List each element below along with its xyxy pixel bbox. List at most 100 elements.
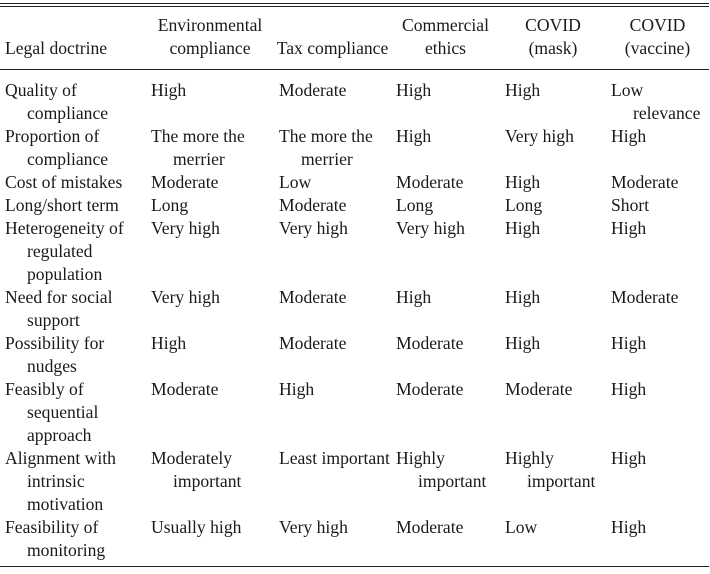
table-cell: High	[500, 286, 606, 332]
row-label: Need for social support	[5, 287, 113, 330]
row-label: Quality of compliance	[5, 80, 109, 123]
table-cell: Very high	[274, 217, 391, 286]
table-cell: High	[391, 286, 500, 332]
table-cell: High	[391, 69, 500, 125]
bottom-rule	[0, 566, 709, 567]
cell-value: High	[505, 172, 541, 192]
row-label: Long/short term	[5, 195, 119, 215]
table-cell: Very high	[146, 217, 274, 286]
table-cell: Moderate	[274, 286, 391, 332]
row-label-cell: Cost of mistakes	[0, 171, 146, 194]
cell-value: Very high	[151, 218, 220, 238]
cell-value: Moderate	[279, 333, 347, 353]
cell-value: The more the merrier	[279, 126, 373, 169]
cell-value: Moderate	[396, 172, 464, 192]
cell-value: Low	[279, 172, 312, 192]
table-cell: Moderate	[391, 171, 500, 194]
header-rule	[0, 69, 709, 70]
table-cell: Long	[146, 194, 274, 217]
table-cell: Moderately important	[146, 447, 274, 516]
column-header: Tax compliance	[276, 38, 389, 58]
cell-value: High	[505, 287, 541, 307]
table-cell: Moderate	[274, 194, 391, 217]
top-rule	[0, 3, 709, 4]
cell-value: Moderate	[396, 517, 464, 537]
doctrine-comparison-table: Legal doctrine Environmental compliance …	[0, 14, 709, 562]
row-label-cell: Long/short term	[0, 194, 146, 217]
cell-value: High	[611, 333, 647, 353]
cell-value: Moderate	[611, 172, 679, 192]
table-cell: Very high	[146, 286, 274, 332]
table-cell: Moderate	[146, 378, 274, 447]
table-cell: Moderate	[146, 171, 274, 194]
cell-value: Least important	[279, 448, 390, 468]
cell-value: Usually high	[151, 517, 242, 537]
cell-value: Moderate	[611, 287, 679, 307]
cell-value: High	[396, 80, 432, 100]
row-label: Possibility for nudges	[5, 333, 105, 376]
cell-value: High	[151, 333, 187, 353]
table-cell: Moderate	[274, 332, 391, 378]
table-cell: Moderate	[500, 378, 606, 447]
table-cell: Low	[500, 516, 606, 562]
cell-value: Long	[396, 195, 434, 215]
table-cell: Very high	[391, 217, 500, 286]
cell-value: Moderate	[151, 379, 219, 399]
cell-value: Moderate	[279, 287, 347, 307]
row-label: Cost of mistakes	[5, 172, 123, 192]
cell-value: Short	[611, 195, 650, 215]
table-cell: High	[146, 69, 274, 125]
table-cell: Short	[606, 194, 709, 217]
row-label-cell: Possibility for nudges	[0, 332, 146, 378]
cell-value: Low	[505, 517, 538, 537]
table-cell: High	[606, 125, 709, 171]
row-label-cell: Quality of compliance	[0, 69, 146, 125]
cell-value: High	[611, 517, 647, 537]
row-label: Feasibility of monitoring	[5, 517, 106, 560]
column-header: Legal doctrine	[5, 38, 108, 58]
cell-value: High	[611, 218, 647, 238]
column-header: COVID (vaccine)	[624, 15, 691, 58]
header-row: Legal doctrine Environmental compliance …	[0, 14, 709, 69]
row-label-cell: Alignment with intrinsic motivation	[0, 447, 146, 516]
row-label-cell: Heterogeneity of regulated population	[0, 217, 146, 286]
table-row: Heterogeneity of regulated population Ver…	[0, 217, 709, 286]
table-row: Feasibly of sequential approach Moderate H…	[0, 378, 709, 447]
cell-value: Very high	[279, 517, 348, 537]
table-cell: High	[500, 217, 606, 286]
row-label-cell: Proportion of compliance	[0, 125, 146, 171]
row-label-cell: Feasibility of monitoring	[0, 516, 146, 562]
table-cell: Moderate	[606, 171, 709, 194]
table-cell: Long	[391, 194, 500, 217]
table-row: Proportion of compliance The more the mer…	[0, 125, 709, 171]
table-cell: Least important	[274, 447, 391, 516]
cell-value: Long	[505, 195, 543, 215]
table-cell: High	[606, 447, 709, 516]
row-label-cell: Need for social support	[0, 286, 146, 332]
table-cell: Moderate	[391, 378, 500, 447]
table-row: Long/short term Long Moderate Long Long Short	[0, 194, 709, 217]
cell-value: High	[505, 80, 541, 100]
table-cell: Usually high	[146, 516, 274, 562]
table-cell: Low relevance	[606, 69, 709, 125]
cell-value: High	[611, 126, 647, 146]
cell-value: Highly important	[505, 448, 596, 491]
column-header: COVID (mask)	[525, 15, 581, 58]
cell-value: Moderate	[279, 195, 347, 215]
table-cell: The more the merrier	[274, 125, 391, 171]
table-row: Alignment with intrinsic motivation Moder…	[0, 447, 709, 516]
cell-value: Moderate	[396, 379, 464, 399]
cell-value: High	[279, 379, 315, 399]
table-cell: Highly important	[391, 447, 500, 516]
table-cell: Long	[500, 194, 606, 217]
table-header: Legal doctrine Environmental compliance …	[0, 14, 709, 69]
row-label: Proportion of compliance	[5, 126, 109, 169]
cell-value: High	[396, 287, 432, 307]
table-row: Cost of mistakes Moderate Low Moderate High M…	[0, 171, 709, 194]
cell-value: Very high	[279, 218, 348, 238]
table-cell: High	[391, 125, 500, 171]
table-cell: High	[500, 69, 606, 125]
table-cell: Highly important	[500, 447, 606, 516]
table-cell: High	[606, 332, 709, 378]
